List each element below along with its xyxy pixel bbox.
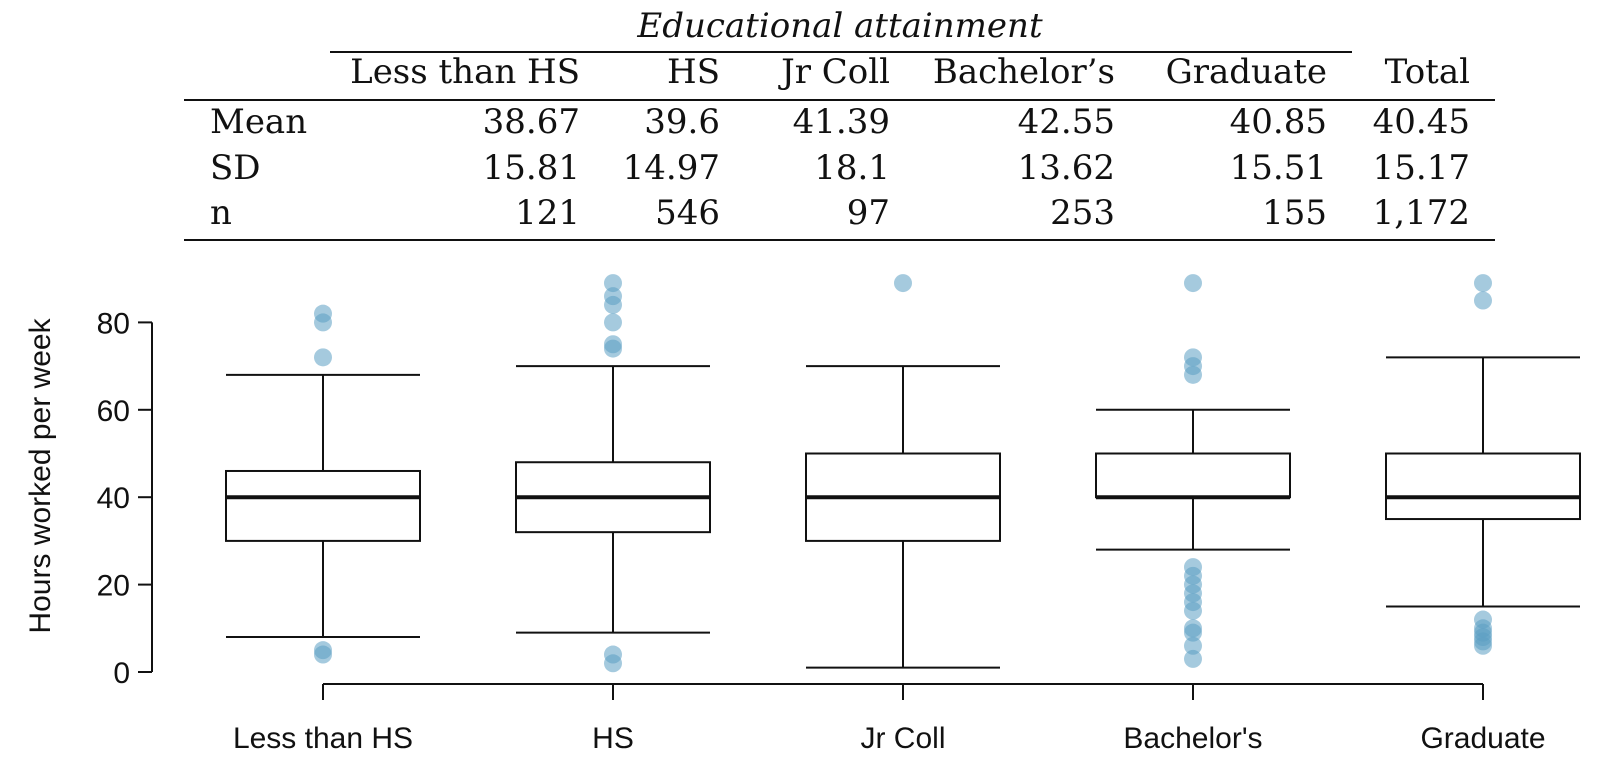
outlier-point — [604, 313, 622, 332]
x-tick-label: Jr Coll — [860, 722, 945, 755]
row-label-sd: SD — [210, 148, 261, 188]
x-tick-label: Graduate — [1420, 722, 1545, 755]
table-cell: 97 — [847, 193, 890, 233]
box-group — [1385, 274, 1581, 655]
table-cell: 41.39 — [793, 102, 890, 142]
col-header-less-than-hs: Less than HS — [350, 52, 580, 92]
outlier-point — [1184, 649, 1202, 668]
iqr-box — [1385, 452, 1581, 521]
row-label-mean: Mean — [210, 102, 307, 142]
outlier-point — [314, 348, 332, 367]
outlier-point — [604, 645, 622, 664]
table-cell: 40.85 — [1230, 102, 1327, 142]
table-cell: 1,172 — [1373, 193, 1470, 233]
y-tick-label: 0 — [113, 657, 130, 690]
y-tick-label: 20 — [97, 570, 130, 603]
table-cell: 40.45 — [1373, 102, 1470, 142]
table-cell: 546 — [655, 193, 720, 233]
summary-table: Educational attainment Less than HS HS J… — [184, 6, 1495, 241]
iqr-box — [225, 469, 421, 542]
col-header-total: Total — [1385, 52, 1470, 92]
outlier-point — [1474, 274, 1492, 293]
x-tick-label: Less than HS — [233, 722, 413, 755]
y-axis-title: Hours worked per week — [24, 317, 57, 633]
col-header-jr-coll: Jr Coll — [778, 52, 890, 92]
x-tick-label: HS — [592, 722, 634, 755]
x-axis: Less than HS HS Jr Coll Bachelor's Graduate — [233, 683, 1546, 755]
col-header-graduate: Graduate — [1166, 52, 1327, 92]
outlier-point — [1474, 291, 1492, 310]
outlier-point — [1184, 636, 1202, 655]
y-tick-label: 80 — [97, 307, 130, 340]
table-cell: 253 — [1050, 193, 1115, 233]
boxes — [225, 274, 1581, 673]
table-cell: 121 — [515, 193, 580, 233]
outlier-point — [894, 274, 912, 293]
box-group — [805, 274, 1001, 669]
col-header-hs: HS — [667, 52, 720, 92]
table-cell: 42.55 — [1018, 102, 1115, 142]
table-cell: 38.67 — [483, 102, 580, 142]
table-cell: 14.97 — [623, 148, 720, 188]
outlier-point — [314, 304, 332, 323]
table-cell: 15.81 — [483, 148, 580, 188]
box-group — [515, 274, 711, 673]
outlier-point — [604, 335, 622, 354]
box-plot: 0 20 40 60 80 Less than HS HS Jr Coll Bachelor'… — [24, 274, 1581, 755]
outlier-point — [1184, 619, 1202, 638]
table-group-header: Educational attainment — [636, 6, 1043, 46]
outlier-point — [314, 641, 332, 660]
table-cell: 155 — [1262, 193, 1327, 233]
y-axis: 0 20 40 60 80 — [97, 307, 153, 690]
box-group — [1095, 274, 1291, 668]
outlier-point — [1184, 274, 1202, 293]
iqr-box — [1095, 452, 1291, 499]
y-tick-label: 60 — [97, 395, 130, 428]
x-tick-label: Bachelor's — [1123, 722, 1262, 755]
table-cell: 39.6 — [644, 102, 720, 142]
outlier-point — [604, 287, 622, 306]
row-label-n: n — [210, 193, 232, 233]
table-cell: 18.1 — [814, 148, 890, 188]
outlier-point — [1184, 558, 1202, 577]
col-header-bachelors: Bachelor’s — [933, 52, 1115, 92]
outlier-point — [1184, 348, 1202, 367]
outlier-point — [1474, 610, 1492, 629]
box-group — [225, 304, 421, 664]
table-cell: 15.51 — [1230, 148, 1327, 188]
y-tick-label: 40 — [97, 482, 130, 515]
outlier-point — [604, 274, 622, 293]
table-cell: 15.17 — [1373, 148, 1470, 188]
table-cell: 13.62 — [1018, 148, 1115, 188]
